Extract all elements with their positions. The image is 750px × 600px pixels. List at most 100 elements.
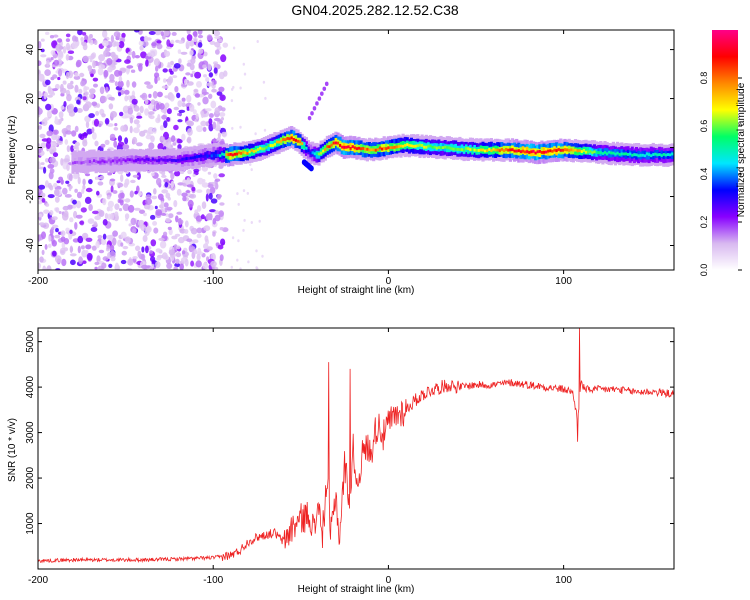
noise-speckle: [153, 227, 159, 234]
ridge-cell: [645, 151, 649, 160]
noise-speckle: [196, 233, 202, 239]
noise-speckle: [160, 31, 164, 36]
noise-speckle: [119, 200, 124, 206]
ridge-cell: [608, 150, 611, 154]
ridge-cell: [250, 148, 254, 156]
ridge-cell: [313, 152, 316, 156]
noise-speckle: [151, 259, 155, 265]
ridge-cell: [330, 143, 333, 147]
ridge-cell: [427, 144, 430, 148]
noise-speckle: [106, 234, 113, 240]
noise-speckle: [185, 72, 191, 76]
noise-speckle: [77, 30, 83, 36]
ridge-cell: [141, 157, 144, 161]
ridge-cell: [494, 148, 497, 152]
spectrogram-y-tick-label: 20: [25, 93, 36, 105]
noise-speckle: [239, 267, 242, 270]
ridge-cell: [324, 148, 327, 152]
noise-speckle: [54, 188, 60, 197]
ridge-cell: [145, 157, 148, 161]
ridge-cell: [425, 145, 428, 149]
noise-speckle: [148, 31, 156, 35]
noise-speckle: [103, 69, 109, 78]
noise-speckle: [104, 212, 109, 220]
noise-speckle: [66, 93, 72, 102]
noise-speckle: [153, 58, 160, 66]
ridge-cell: [530, 150, 533, 154]
ridge-cell: [566, 148, 569, 152]
noise-speckle: [134, 190, 138, 195]
noise-speckle: [213, 30, 221, 37]
noise-speckle: [96, 255, 101, 263]
noise-speckle: [156, 177, 162, 186]
ridge-cell: [542, 150, 546, 154]
noise-speckle: [58, 68, 63, 77]
noise-speckle: [208, 118, 213, 125]
noise-speckle: [214, 210, 220, 215]
noise-speckle: [172, 142, 177, 146]
snr-series-line: [38, 328, 674, 564]
noise-speckle: [175, 258, 180, 265]
snr-y-tick-label: 4000: [25, 376, 36, 399]
noise-speckle: [161, 252, 168, 260]
noise-speckle: [196, 205, 202, 212]
noise-speckle: [177, 49, 182, 54]
noise-speckle: [149, 115, 155, 120]
noise-speckle: [163, 231, 168, 237]
noise-speckle: [49, 210, 54, 216]
ridge-cell: [509, 148, 512, 152]
noise-speckle: [156, 40, 162, 44]
noise-speckle: [107, 123, 114, 127]
noise-speckle: [38, 213, 43, 218]
colorbar-tick-label: 0.0: [699, 264, 709, 277]
noise-speckle: [111, 54, 119, 61]
noise-speckle: [218, 86, 225, 93]
noise-speckle: [196, 227, 203, 234]
noise-speckle: [102, 219, 108, 226]
ridge-cell: [265, 145, 268, 149]
noise-speckle: [85, 91, 89, 96]
noise-speckle: [82, 184, 86, 190]
noise-speckle: [217, 38, 223, 43]
noise-speckle: [170, 60, 174, 66]
noise-speckle: [310, 111, 314, 116]
noise-speckle: [155, 102, 160, 111]
noise-speckle: [54, 234, 61, 239]
noise-speckle: [177, 119, 183, 123]
snr-frame: [37, 327, 675, 570]
noise-speckle: [168, 213, 174, 219]
noise-speckle: [77, 235, 84, 244]
noise-speckle: [195, 260, 202, 268]
noise-speckle: [149, 250, 154, 254]
noise-speckle: [261, 254, 264, 258]
noise-speckle: [44, 69, 51, 76]
ridge-cell: [343, 145, 346, 149]
ridge-cell: [233, 152, 236, 156]
noise-speckle: [38, 161, 41, 169]
noise-speckle: [89, 88, 96, 94]
noise-speckle: [161, 174, 167, 178]
noise-speckle: [127, 204, 135, 213]
noise-speckle: [202, 64, 207, 69]
noise-speckle: [44, 180, 49, 188]
noise-speckle: [53, 34, 59, 38]
noise-speckle: [143, 35, 149, 43]
noise-speckle: [75, 61, 81, 68]
noise-speckle: [70, 145, 74, 153]
noise-speckle: [38, 125, 42, 130]
noise-speckle: [144, 56, 152, 60]
noise-speckle: [65, 54, 70, 61]
noise-speckle: [155, 248, 162, 253]
snr-y-tick-label: 5000: [25, 330, 36, 353]
noise-speckle: [38, 143, 41, 147]
ridge-cell: [528, 151, 531, 154]
noise-speckle: [52, 152, 59, 158]
noise-speckle: [242, 62, 245, 66]
noise-speckle: [322, 86, 327, 91]
noise-speckle: [119, 67, 127, 72]
noise-speckle: [65, 180, 70, 184]
noise-speckle: [242, 189, 246, 193]
noise-speckle: [65, 71, 70, 80]
ridge-cell: [475, 149, 478, 152]
noise-speckle: [145, 245, 149, 254]
